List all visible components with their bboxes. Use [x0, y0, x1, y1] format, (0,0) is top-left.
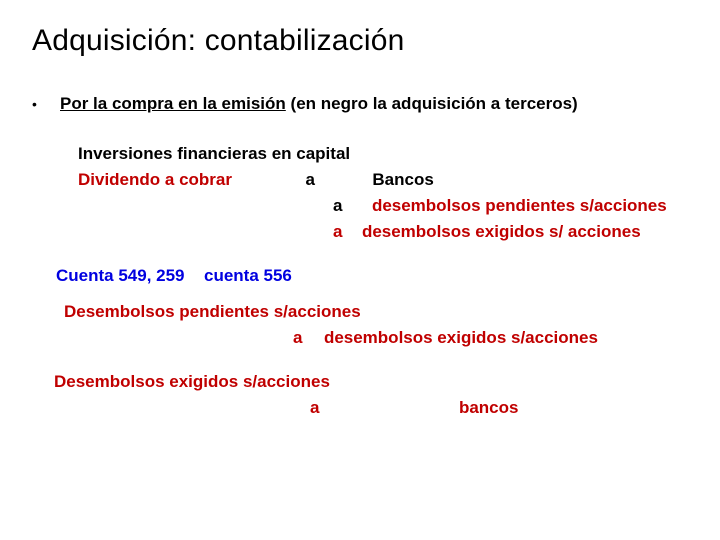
bullet-item: • Por la compra en la emisión (en negro … — [32, 94, 688, 114]
entry-a: a — [305, 170, 314, 189]
entry-line: Inversiones financieras en capital — [78, 144, 688, 164]
entry-line: Desembolsos exigidos s/acciones — [54, 372, 688, 392]
cuenta-line: Cuenta 549, 259 cuenta 556 — [56, 266, 688, 286]
entry-line: a desembolsos pendientes s/acciones — [78, 196, 688, 216]
entry-text-red: Desembolsos pendientes s/acciones — [64, 302, 361, 321]
entry-a-red: a — [333, 222, 342, 241]
slide-title: Adquisición: contabilización — [32, 24, 688, 58]
entry-right-red: desembolsos exigidos s/ acciones — [362, 222, 641, 241]
entry-text: Inversiones financieras en capital — [78, 144, 350, 163]
entry-right: Bancos — [372, 170, 433, 189]
entry-right-red: desembolsos pendientes s/acciones — [372, 196, 667, 215]
entry-line: a desembolsos exigidos s/ acciones — [78, 222, 688, 242]
cuenta-left-blue: Cuenta 549, 259 — [56, 266, 185, 285]
entries-block: Inversiones financieras en capital Divid… — [32, 144, 688, 418]
entry-left-red: Dividendo a cobrar — [78, 170, 232, 189]
bullet-marker: • — [32, 95, 60, 113]
entry-line: a desembolsos exigidos s/acciones — [78, 328, 688, 348]
bullet-text-rest: (en negro la adquisición a terceros) — [286, 94, 578, 113]
cuenta-right-blue: cuenta 556 — [204, 266, 292, 285]
entry-text-red: Desembolsos exigidos s/acciones — [54, 372, 330, 391]
entry-line: a bancos — [78, 398, 688, 418]
bullet-text: Por la compra en la emisión (en negro la… — [60, 94, 578, 114]
entry-right-red: bancos — [459, 398, 519, 417]
slide: Adquisición: contabilización • Por la co… — [0, 0, 720, 540]
bullet-text-underlined: Por la compra en la emisión — [60, 94, 286, 113]
entry-line: Desembolsos pendientes s/acciones — [64, 302, 688, 322]
entry-right-red: desembolsos exigidos s/acciones — [324, 328, 598, 347]
entry-a: a — [333, 196, 342, 215]
entry-a-red: a — [310, 398, 319, 417]
entry-line: Dividendo a cobrar a Bancos — [78, 170, 688, 190]
entry-a-red: a — [293, 328, 302, 347]
